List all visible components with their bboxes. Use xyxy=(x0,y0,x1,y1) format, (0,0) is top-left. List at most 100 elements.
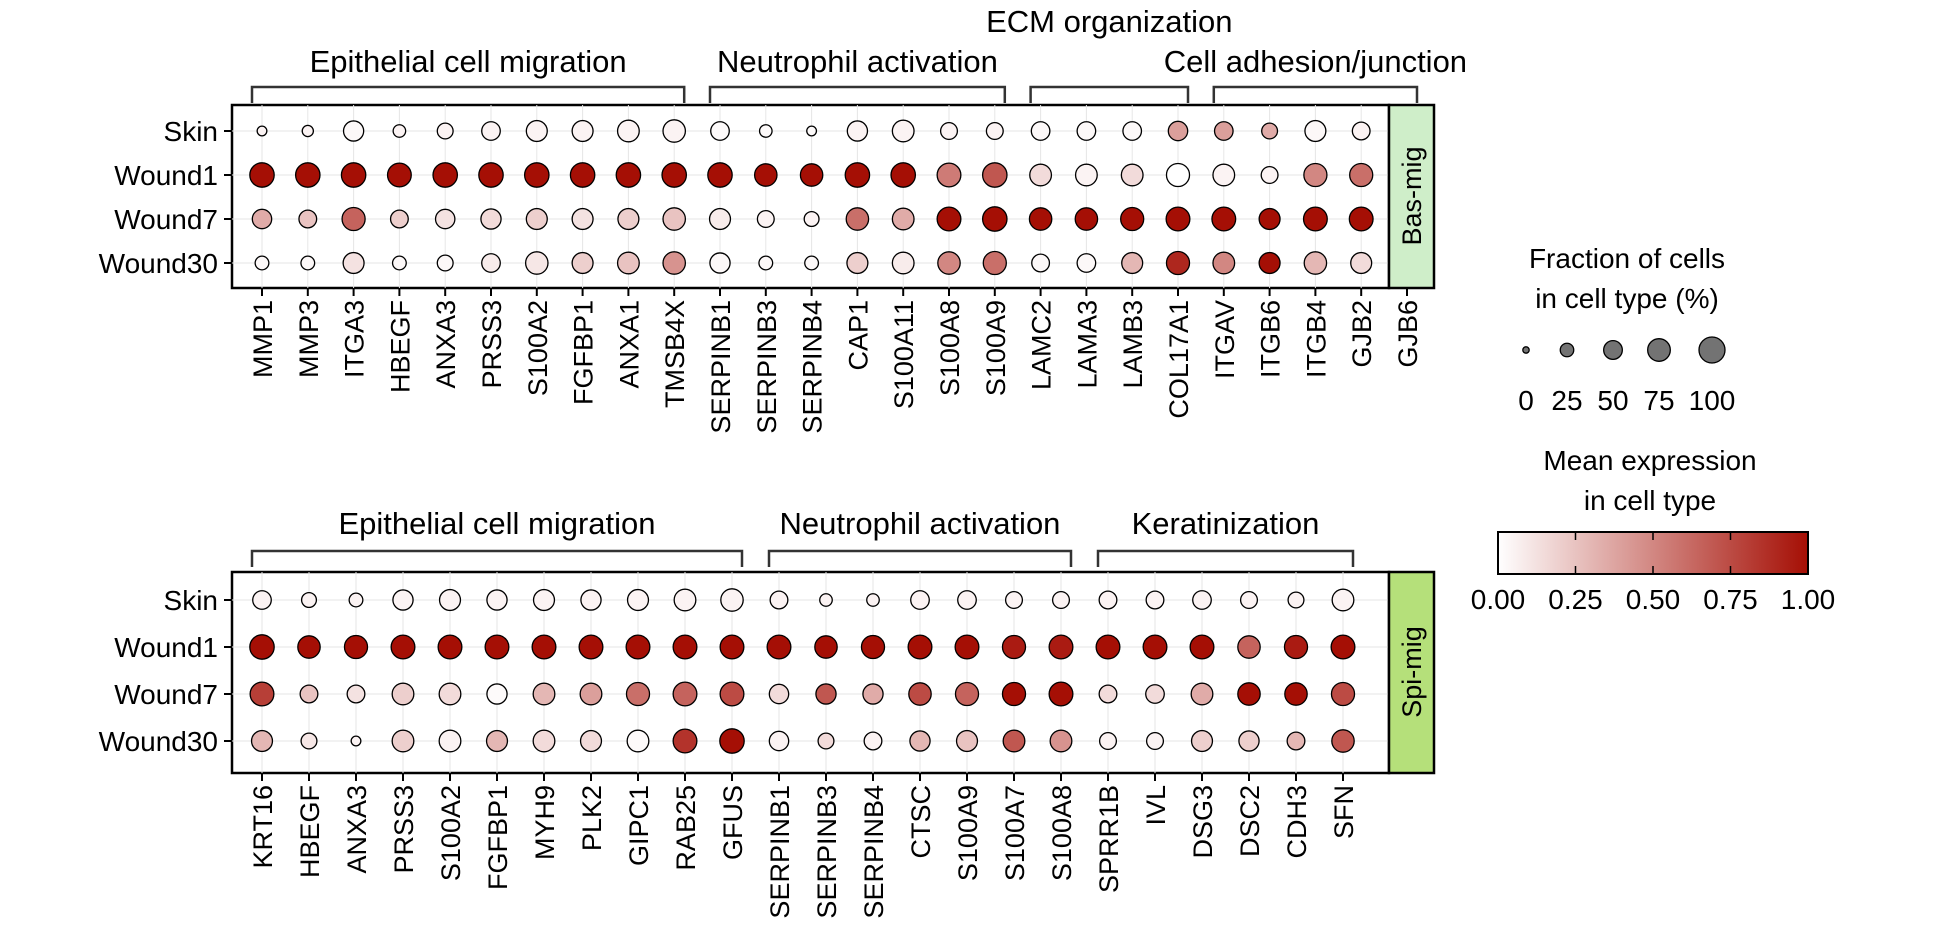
dot xyxy=(532,729,556,753)
dot xyxy=(719,634,745,660)
dot xyxy=(1165,162,1191,188)
dot xyxy=(753,163,778,187)
dot xyxy=(249,162,275,188)
dot xyxy=(436,254,454,272)
panel-spi-mig-groups: Epithelial cell migration Neutrophil acti… xyxy=(250,506,1355,567)
dot xyxy=(531,634,557,660)
gene-label: ITGAV xyxy=(1210,300,1240,379)
dot xyxy=(890,162,917,188)
dot xyxy=(804,255,820,271)
dot xyxy=(1283,634,1309,660)
dot xyxy=(1260,165,1279,185)
dot xyxy=(532,682,556,706)
facet-strip-bas-mig xyxy=(1387,103,1436,290)
color-legend-label: 0.75 xyxy=(1703,584,1758,615)
dot xyxy=(1303,251,1328,275)
dot xyxy=(981,206,1008,232)
dot xyxy=(846,251,869,275)
dot xyxy=(891,119,915,143)
gene-label: COL17A1 xyxy=(1164,300,1194,419)
dot xyxy=(769,590,789,610)
dot xyxy=(569,162,596,188)
panel-bas-mig-row-labels: Skin Wound1 Wound7 Wound30 xyxy=(99,116,218,279)
dot xyxy=(1302,206,1328,232)
dot xyxy=(480,208,502,230)
dot xyxy=(579,729,603,753)
dot xyxy=(1287,591,1305,609)
dot xyxy=(625,634,651,660)
group-label: Cell adhesion/junction xyxy=(1164,44,1467,79)
dot xyxy=(524,251,549,275)
dot xyxy=(1028,207,1053,231)
dot xyxy=(673,588,697,612)
dot xyxy=(437,634,463,660)
dot xyxy=(438,588,462,612)
group-bracket xyxy=(767,549,1073,567)
dot xyxy=(720,588,744,612)
dot xyxy=(936,206,962,232)
color-legend-ticks: 0.00 0.25 0.50 0.75 1.00 xyxy=(1471,532,1835,615)
dot xyxy=(1190,682,1214,706)
dot xyxy=(571,251,594,275)
dot xyxy=(814,635,838,659)
dot xyxy=(939,121,959,141)
dot xyxy=(806,125,818,137)
dot xyxy=(1122,121,1143,141)
dot xyxy=(391,682,415,706)
dot xyxy=(819,593,833,607)
dot xyxy=(1284,682,1308,706)
dot xyxy=(1001,634,1027,660)
dot xyxy=(392,124,407,138)
dot xyxy=(936,162,962,188)
group-bracket xyxy=(708,85,1007,103)
gene-label: S100A2 xyxy=(436,785,466,881)
dot xyxy=(301,124,315,138)
dot xyxy=(954,634,980,660)
dot xyxy=(525,207,548,231)
gene-label: IVL xyxy=(1141,785,1171,826)
dot xyxy=(1350,251,1373,275)
dot xyxy=(1351,121,1371,141)
gene-label: DSG3 xyxy=(1188,785,1218,859)
row-label: Skin xyxy=(164,116,218,147)
dot xyxy=(844,162,871,188)
group-label: Epithelial cell migration xyxy=(310,44,627,79)
dot xyxy=(1165,206,1191,232)
gene-label: CAP1 xyxy=(843,300,873,371)
dot xyxy=(481,253,501,273)
size-legend-title-line2: in cell type (%) xyxy=(1535,283,1719,314)
gene-label: S100A9 xyxy=(953,785,983,881)
row-label: Wound1 xyxy=(114,632,218,663)
gene-label: MMP1 xyxy=(248,300,278,378)
dot xyxy=(845,207,870,231)
size-legend-dot xyxy=(1698,336,1726,364)
gene-label: GFUS xyxy=(718,785,748,860)
gene-label: HBEGF xyxy=(385,300,415,393)
color-legend: Mean expression in cell type 0.00 0.25 0.5… xyxy=(1471,445,1836,615)
gene-label: SFN xyxy=(1329,785,1359,839)
dot xyxy=(249,634,275,660)
dot xyxy=(249,681,275,707)
dot xyxy=(523,162,550,188)
group-bracket xyxy=(250,549,744,567)
gene-label: SERPINB1 xyxy=(706,300,736,434)
dot xyxy=(386,162,412,188)
gene-label: ANXA1 xyxy=(614,300,644,389)
group-bracket xyxy=(250,85,686,103)
gene-label: PRSS3 xyxy=(477,300,507,389)
group-label: Keratinization xyxy=(1132,506,1320,541)
gene-label: MYH9 xyxy=(530,785,560,860)
size-legend-label: 50 xyxy=(1597,385,1628,416)
dot xyxy=(662,119,687,143)
dot xyxy=(1048,634,1074,660)
dot xyxy=(719,681,745,707)
dot xyxy=(1029,163,1053,187)
row-label: Wound30 xyxy=(99,726,218,757)
gene-label: CDH3 xyxy=(1282,785,1312,859)
dot xyxy=(863,731,883,751)
dot xyxy=(391,255,407,271)
dot xyxy=(300,255,316,271)
dot xyxy=(571,207,594,231)
dot xyxy=(436,122,454,140)
